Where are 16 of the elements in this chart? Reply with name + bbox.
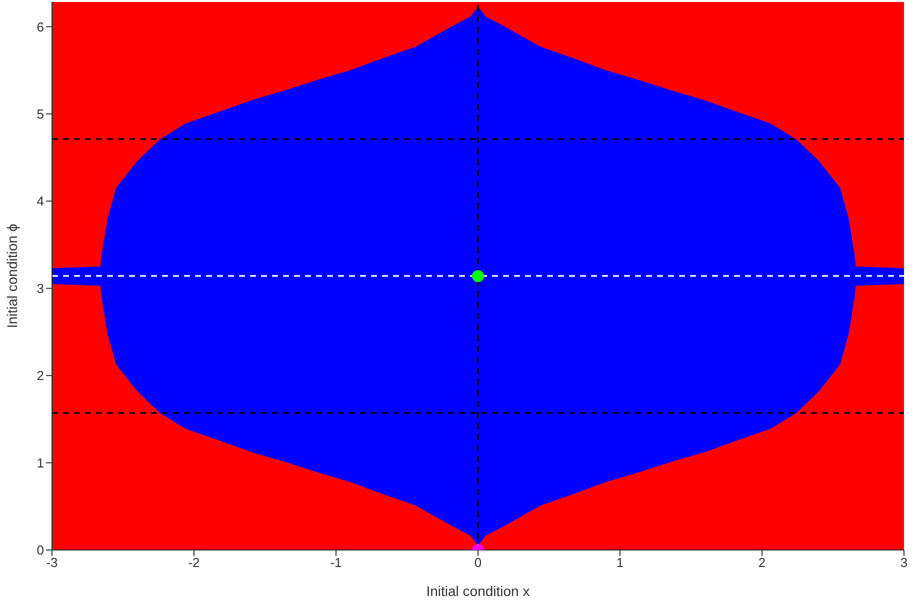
- y-tick-label: 2: [36, 368, 44, 384]
- y-tick-label: 0: [36, 542, 44, 558]
- x-tick-label: -3: [46, 555, 58, 570]
- y-tick-label: 6: [36, 19, 44, 34]
- x-tick-label: 2: [758, 555, 766, 570]
- x-tick-label: 0: [474, 555, 482, 570]
- x-tick-label: -2: [188, 555, 200, 570]
- y-tick-label: 4: [36, 194, 44, 209]
- x-tick-label: 1: [616, 555, 624, 570]
- y-tick-label: 3: [36, 280, 44, 296]
- x-axis-title: Initial condition x: [426, 582, 530, 599]
- x-tick-label: 3: [900, 555, 908, 570]
- x-tick-label: -1: [330, 555, 342, 570]
- y-axis-title: Initial condition ϕ: [4, 224, 20, 328]
- y-tick-label: 5: [36, 106, 44, 122]
- y-tick-label: 1: [36, 455, 44, 470]
